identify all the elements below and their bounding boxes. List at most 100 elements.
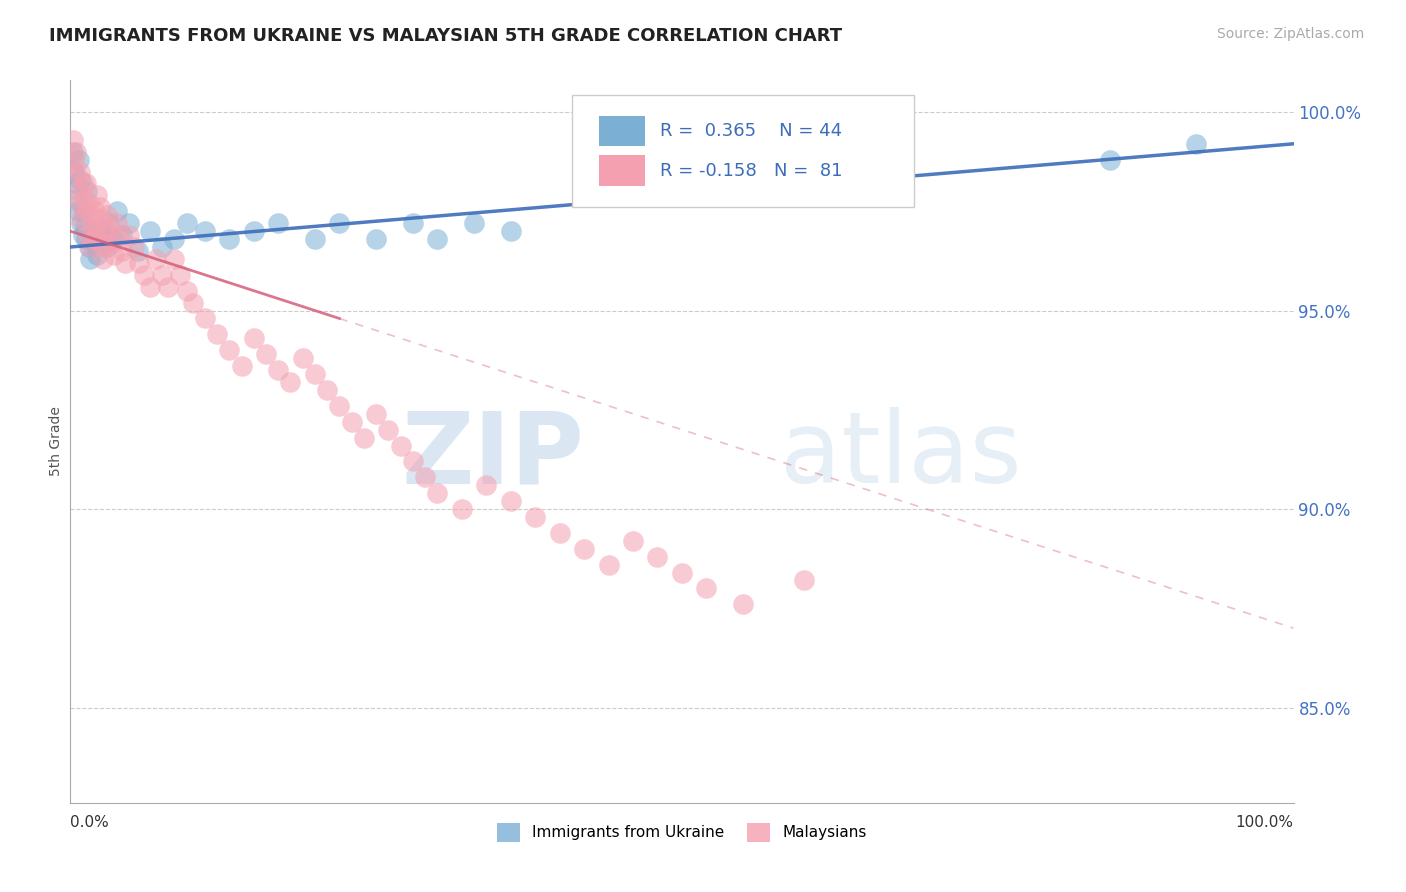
Point: [83, 235, 105, 250]
Point: [67, 196, 90, 211]
Point: [91, 240, 114, 254]
Point: [243, 224, 266, 238]
Point: [114, 256, 136, 270]
Point: [105, 204, 128, 219]
Y-axis label: 5th Grade: 5th Grade: [49, 407, 63, 476]
Point: [163, 252, 186, 266]
Point: [79, 252, 101, 266]
Point: [66, 204, 89, 219]
Point: [377, 423, 399, 437]
Point: [98, 216, 121, 230]
Point: [145, 252, 167, 266]
Point: [72, 177, 94, 191]
Point: [98, 220, 121, 235]
Point: [169, 268, 191, 282]
FancyBboxPatch shape: [599, 116, 645, 146]
Point: [139, 279, 162, 293]
Point: [194, 311, 217, 326]
Point: [340, 415, 363, 429]
Point: [73, 204, 96, 219]
Point: [105, 216, 128, 230]
Point: [353, 431, 375, 445]
Text: IMMIGRANTS FROM UKRAINE VS MALAYSIAN 5TH GRADE CORRELATION CHART: IMMIGRANTS FROM UKRAINE VS MALAYSIAN 5TH…: [49, 27, 842, 45]
Point: [733, 597, 755, 611]
FancyBboxPatch shape: [599, 155, 645, 186]
Point: [132, 268, 155, 282]
Point: [695, 582, 717, 596]
Point: [254, 347, 277, 361]
Point: [598, 558, 620, 572]
Point: [218, 343, 240, 358]
Text: 0.0%: 0.0%: [70, 814, 110, 830]
Point: [65, 145, 87, 159]
Point: [163, 232, 186, 246]
Point: [128, 256, 150, 270]
Point: [122, 240, 145, 254]
Point: [139, 224, 162, 238]
Point: [304, 232, 326, 246]
Point: [205, 327, 228, 342]
Point: [426, 486, 449, 500]
Point: [463, 216, 485, 230]
Point: [194, 224, 217, 238]
Point: [73, 193, 96, 207]
Point: [280, 375, 302, 389]
Point: [86, 248, 108, 262]
Point: [316, 383, 339, 397]
Point: [87, 232, 110, 246]
Point: [621, 533, 644, 548]
Point: [328, 216, 350, 230]
Point: [118, 216, 141, 230]
Point: [426, 232, 449, 246]
Point: [96, 208, 118, 222]
Point: [304, 367, 326, 381]
Point: [176, 216, 198, 230]
Point: [70, 216, 93, 230]
Point: [111, 228, 134, 243]
Point: [1184, 136, 1206, 151]
Point: [176, 284, 198, 298]
Point: [82, 220, 104, 235]
Text: atlas: atlas: [780, 408, 1021, 505]
Text: 100.0%: 100.0%: [1236, 814, 1294, 830]
Point: [79, 240, 101, 254]
Point: [94, 235, 117, 250]
Point: [366, 407, 388, 421]
Point: [91, 252, 114, 266]
Legend: Immigrants from Ukraine, Malaysians: Immigrants from Ukraine, Malaysians: [489, 815, 875, 849]
Point: [450, 502, 472, 516]
Point: [86, 188, 108, 202]
Point: [80, 208, 103, 222]
Point: [82, 224, 104, 238]
Point: [118, 228, 141, 243]
Point: [413, 470, 436, 484]
Point: [66, 185, 89, 199]
Text: R = -0.158   N =  81: R = -0.158 N = 81: [659, 161, 842, 179]
Point: [291, 351, 314, 366]
Point: [402, 454, 425, 468]
Point: [84, 220, 107, 235]
Point: [63, 177, 86, 191]
Point: [671, 566, 693, 580]
Point: [793, 574, 815, 588]
Point: [475, 478, 498, 492]
Point: [63, 164, 86, 178]
Point: [366, 232, 388, 246]
Point: [63, 164, 86, 178]
Point: [402, 216, 425, 230]
Point: [101, 232, 124, 246]
Point: [101, 235, 124, 250]
Point: [1099, 153, 1122, 167]
Point: [76, 185, 98, 199]
Point: [218, 232, 240, 246]
Point: [65, 193, 87, 207]
Point: [73, 220, 96, 235]
Point: [150, 268, 173, 282]
Point: [76, 228, 98, 243]
Point: [62, 133, 84, 147]
Point: [267, 363, 290, 377]
Point: [90, 224, 112, 238]
Point: [62, 145, 84, 159]
Point: [77, 196, 100, 211]
Point: [70, 212, 93, 227]
